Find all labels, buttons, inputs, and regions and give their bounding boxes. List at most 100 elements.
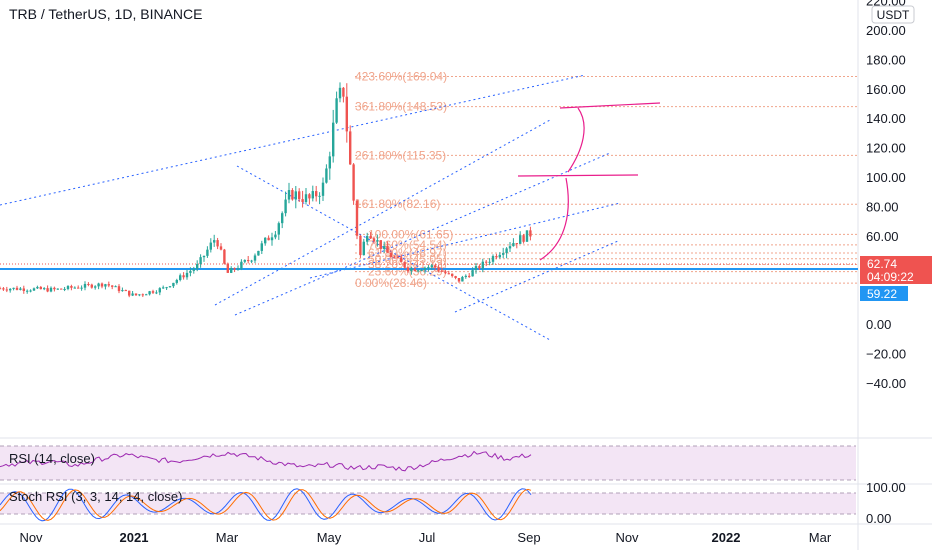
candle-body (417, 270, 420, 272)
channel-upper-line[interactable] (214, 119, 551, 306)
candle-body (468, 275, 471, 277)
candle-body (185, 272, 189, 278)
rsi-label: RSI (14, close) (9, 451, 95, 466)
candle-body (199, 257, 202, 265)
candle-body (369, 236, 372, 239)
rsi-line (0, 450, 532, 472)
candle-body (478, 266, 481, 269)
candle-body (121, 290, 124, 292)
candle-body (315, 191, 318, 197)
channel-lower-line[interactable] (309, 202, 621, 279)
candle-body (206, 249, 209, 256)
target-line-mid[interactable] (517, 174, 639, 177)
time-tick-label: May (317, 530, 342, 545)
candle-body (413, 268, 416, 272)
candle-body (230, 268, 233, 273)
candle-body (505, 248, 508, 254)
candle-body (243, 260, 246, 262)
candle-body (410, 268, 413, 271)
candle-body (253, 255, 257, 261)
last-price-value: 62.74 (867, 257, 897, 271)
candle-body (464, 275, 467, 277)
candle-body (97, 283, 100, 287)
price-tick-label: 220.00 (866, 0, 906, 9)
candle-countdown: 04:09:22 (867, 270, 914, 284)
target-line-top[interactable] (559, 102, 661, 109)
time-tick-label: Sep (517, 530, 540, 545)
candle-body (359, 235, 362, 256)
stoch-rsi-label: Stoch RSI (3, 3, 14, 14, close) (9, 489, 182, 504)
candle-body (114, 286, 117, 288)
candle-body (36, 286, 39, 289)
candle-body (219, 246, 223, 250)
candle-body (32, 288, 36, 291)
price-tick-label: 160.00 (866, 82, 906, 97)
candle-body (372, 238, 376, 242)
freehand-drawing[interactable] (517, 102, 661, 261)
candle-body (366, 236, 369, 242)
candle-body (355, 200, 359, 236)
candle-body (502, 253, 505, 255)
candle-body (284, 199, 287, 214)
candle-body (165, 287, 168, 289)
candle-body (342, 87, 345, 97)
candle-body (2, 288, 5, 290)
candle-body (291, 190, 294, 200)
candle-body (19, 288, 22, 290)
time-axis-labels: Nov 2021 Mar May Jul Sep Nov 2022 Mar (19, 530, 831, 545)
trend-channels[interactable] (0, 74, 621, 341)
candle-body (328, 156, 331, 169)
candle-body (400, 257, 403, 262)
fib-level-label: 50.00%(45.05) (368, 252, 447, 266)
candle-body (22, 288, 25, 291)
candle-body (270, 237, 274, 241)
candle-body (247, 260, 250, 262)
candle-body (107, 284, 110, 286)
candle-body (495, 256, 498, 258)
candle-body (403, 261, 406, 268)
candle-body (223, 249, 226, 264)
price-tick-label: 140.00 (866, 111, 906, 126)
time-tick-label: Mar (809, 530, 832, 545)
candle-body (80, 287, 83, 289)
candle-body (440, 270, 444, 272)
time-tick-label: 2021 (120, 530, 149, 545)
price-tick-label: 200.00 (866, 23, 906, 38)
candle-body (260, 243, 263, 251)
candle-body (202, 255, 206, 258)
candle-body (141, 294, 144, 296)
currency-button[interactable] (871, 5, 915, 24)
candle-body (151, 291, 155, 293)
fib-level-label: 161.80%(82.16) (355, 197, 440, 211)
candle-body (60, 288, 63, 290)
candle-body (485, 261, 488, 263)
channel-mid-line[interactable] (234, 152, 611, 316)
candle-body (525, 230, 529, 242)
stoch-k-line (0, 488, 532, 522)
candle-body (338, 87, 342, 99)
candle-body (196, 264, 199, 269)
candle-body (281, 213, 284, 224)
stoch-tick-0: 0.00 (866, 511, 891, 526)
price-tick-label: −40.00 (866, 376, 906, 391)
bracket-curve-lower[interactable] (539, 177, 569, 261)
candle-body (138, 294, 141, 296)
fib-level-label: 361.80%(148.53) (355, 100, 447, 114)
currency-button-label: USDT (877, 8, 910, 22)
candle-body (12, 287, 15, 289)
candle-body (481, 261, 484, 269)
candle-body (148, 291, 151, 295)
candle-body (39, 286, 42, 290)
candle-body (236, 268, 240, 270)
candle-body (522, 235, 525, 242)
candle-body (192, 268, 195, 271)
bracket-curve-upper[interactable] (567, 107, 585, 173)
price-tick-label: 180.00 (866, 52, 906, 67)
candle-body (46, 288, 49, 292)
candle-body (104, 284, 107, 287)
candle-body (43, 288, 46, 290)
candle-body (168, 286, 172, 288)
fib-level-label: 0.00%(28.46) (355, 276, 427, 290)
candle-body (9, 288, 12, 291)
candle-body (325, 168, 328, 183)
